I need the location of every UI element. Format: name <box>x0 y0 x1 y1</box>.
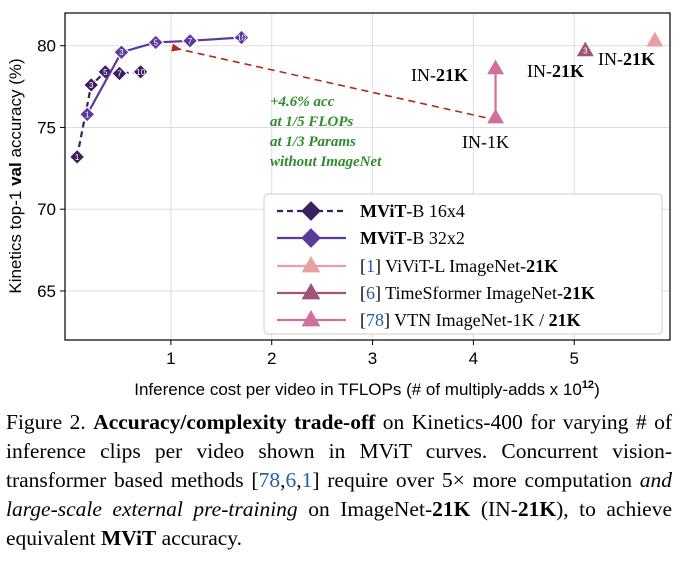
point-label: 10 <box>237 34 246 43</box>
y-tick-label: 70 <box>37 200 56 219</box>
plot-frame <box>64 12 671 341</box>
triangle-marker <box>301 309 321 327</box>
point-label: 3 <box>583 47 588 56</box>
legend-label: [6] TimeSformer ImageNet-21K <box>360 283 595 303</box>
y-tick-label: 80 <box>37 37 56 56</box>
legend-entry-2: [1] ViViT-L ImageNet-21K <box>277 255 558 276</box>
legend-entry-1: MViT-B 32x2 <box>277 228 465 248</box>
triangle-marker <box>487 59 505 75</box>
point-label: 7 <box>117 69 122 78</box>
triangle-marker <box>487 108 505 124</box>
legend: MViT-B 16x4 MViT-B 32x2 [1] ViViT-L ImageN… <box>263 193 663 335</box>
point-label: 5 <box>103 68 108 77</box>
legend-label: [1] ViViT-L ImageNet-21K <box>360 256 558 276</box>
x-tick-label: 4 <box>469 349 478 368</box>
diamond-marker <box>111 65 128 82</box>
vtn-in1k-label: IN-1K <box>462 132 509 152</box>
diamond-marker <box>301 201 321 221</box>
legend-label: [78] VTN ImageNet-1K / 21K <box>360 310 581 330</box>
citation-78[interactable]: 78 <box>258 468 281 492</box>
triangle-marker <box>646 31 664 47</box>
legend-label: MViT-B 32x2 <box>360 228 465 248</box>
diamond-marker <box>68 148 86 166</box>
x-tick-label: 5 <box>569 349 578 368</box>
point-label: 10 <box>136 68 145 77</box>
vivit-in21k-label: IN-21K <box>598 49 655 69</box>
annotation-line-4: without ImageNet <box>270 154 382 170</box>
figure-caption: Figure 2. Accuracy/complexity trade-off … <box>6 410 673 550</box>
series-4 <box>487 59 505 124</box>
point-label: 7 <box>188 37 193 46</box>
legend-entries: MViT-B 16x4 MViT-B 32x2 [1] ViViT-L ImageN… <box>277 201 595 330</box>
legend-entry-3: [6] TimeSformer ImageNet-21K <box>277 282 595 303</box>
point-label: 5 <box>154 38 159 47</box>
y-tick-label: 65 <box>37 282 56 301</box>
diamond-marker <box>181 32 199 50</box>
x-axis-ticks: 1 2 3 4 5 <box>166 340 579 368</box>
diamond-marker <box>147 34 165 51</box>
x-tick-label: 2 <box>267 349 276 368</box>
legend-entry-4: [78] VTN ImageNet-1K / 21K <box>277 309 581 330</box>
diamond-marker <box>233 29 250 46</box>
diamond-marker <box>82 76 100 94</box>
series-1: 135 7 10 <box>78 29 250 123</box>
y-tick-label: 75 <box>37 118 56 137</box>
x-tick-label: 3 <box>368 349 377 368</box>
point-label: 3 <box>89 81 94 90</box>
citation-6[interactable]: 6 <box>285 468 297 492</box>
annotation-line-2: at 1/5 FLOPs <box>270 114 353 130</box>
diamond-marker <box>78 106 96 123</box>
point-label: 3 <box>119 48 124 57</box>
series-3: 3 <box>576 41 594 57</box>
x-tick-label: 1 <box>166 349 175 368</box>
triangle-marker <box>301 282 321 300</box>
legend-label: MViT-B 16x4 <box>360 201 465 221</box>
y-axis-label: Kinetics top-1 val accuracy (%) <box>6 58 25 293</box>
legend-entry-0: MViT-B 16x4 <box>277 201 465 221</box>
diamond-marker <box>132 63 149 81</box>
vtn-in21k-label: IN-21K <box>411 65 468 85</box>
triangle-marker <box>301 255 321 273</box>
improvement-annotation: +4.6% acc at 1/5 FLOPs at 1/3 Params wit… <box>270 94 382 170</box>
point-label: 1 <box>75 153 80 162</box>
x-axis-label: Inference cost per video in TFLOPs (# of… <box>134 379 599 399</box>
diamond-marker <box>301 228 321 248</box>
point-label: 1 <box>85 110 90 119</box>
citation-1[interactable]: 1 <box>301 468 313 492</box>
improvement-arrow <box>171 43 486 119</box>
annotation-line-3: at 1/3 Params <box>270 134 356 150</box>
legend-box <box>263 193 663 335</box>
y-axis-ticks: 65 70 75 80 <box>37 37 65 301</box>
timesformer-in21k-label: IN-21K <box>527 61 584 81</box>
diamond-marker <box>113 43 130 61</box>
annotation-line-1: +4.6% acc <box>270 94 335 110</box>
series-line <box>86 36 242 115</box>
triangle-marker <box>576 41 594 57</box>
series-2 <box>646 31 664 47</box>
